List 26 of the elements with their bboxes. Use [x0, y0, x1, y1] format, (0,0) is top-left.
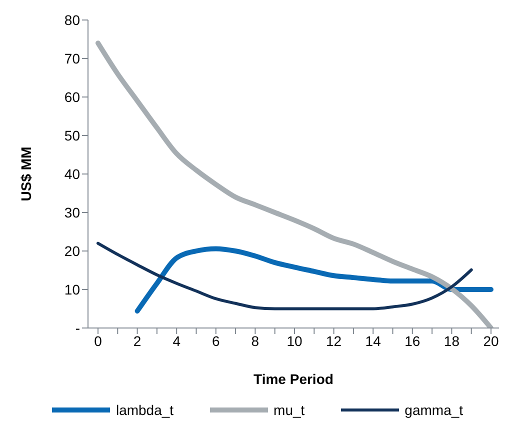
x-tick-label: 6	[212, 332, 220, 349]
x-tick-label: 10	[286, 332, 302, 349]
y-tick-label: 40	[64, 166, 80, 182]
line-series	[96, 242, 473, 310]
y-tick-label: 60	[64, 88, 80, 105]
y-tick-label: -	[75, 320, 80, 336]
y-tick-label: 10	[64, 281, 80, 298]
y-axis-title: US$ MM	[18, 146, 34, 202]
x-tick-label: 16	[404, 332, 420, 349]
x-tick-label: 4	[172, 332, 181, 349]
x-tick-label: 12	[326, 332, 342, 349]
legend-label: gamma_t	[404, 402, 464, 418]
x-tick-label: 18	[444, 332, 460, 349]
y-tick-label: 20	[64, 242, 80, 259]
x-tick-label: 8	[251, 332, 260, 349]
x-axis-title: Time Period	[254, 371, 334, 387]
x-tick-label: 2	[133, 332, 142, 349]
y-tick-label: 50	[64, 127, 80, 144]
y-tick-label: 30	[64, 204, 80, 220]
y-tick-label: 80	[64, 12, 80, 28]
legend-label: mu_t	[274, 402, 305, 418]
x-tick-label: 20	[483, 332, 499, 349]
legend-label: lambda_t	[116, 402, 174, 418]
y-tick-label: 70	[64, 50, 80, 66]
x-tick-label: 0	[94, 332, 102, 349]
x-tick-label: 14	[365, 332, 382, 349]
